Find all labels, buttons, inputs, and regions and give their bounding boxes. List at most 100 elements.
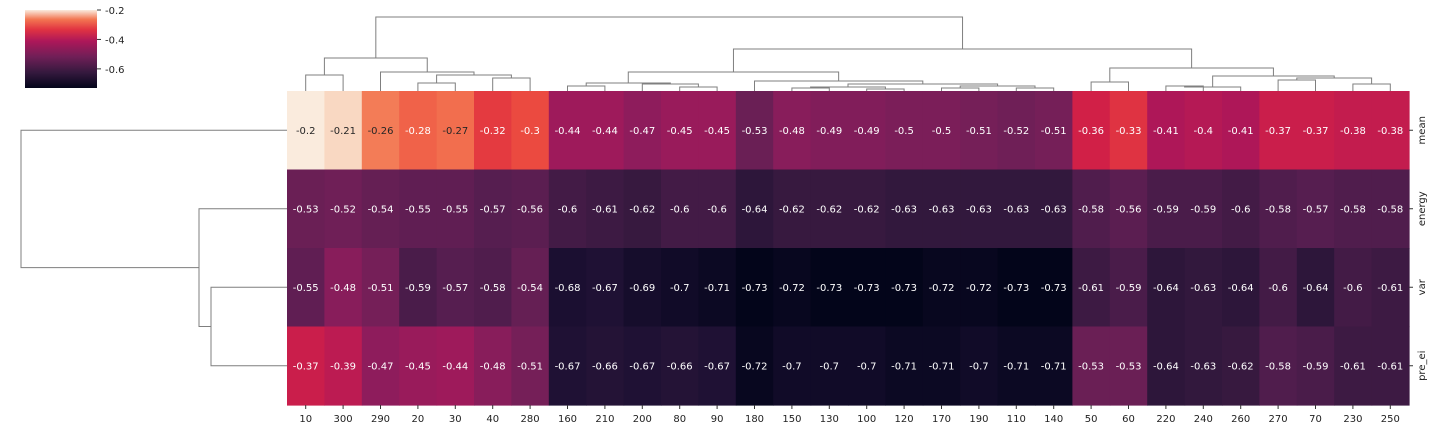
- heatmap-cell: [1072, 91, 1111, 171]
- cell-value-label: -0.53: [1078, 361, 1104, 372]
- heatmap-cell: [1296, 248, 1335, 328]
- heatmap-cell: [735, 169, 774, 249]
- cell-value-label: -0.45: [405, 361, 431, 372]
- heatmap-cell: [1035, 326, 1073, 406]
- cell-value-label: -0.59: [1303, 361, 1329, 372]
- heatmap-cell: [698, 91, 737, 171]
- heatmap-cell: [586, 326, 625, 406]
- cell-value-label: -0.36: [1078, 126, 1104, 137]
- cell-value-label: -0.58: [1078, 204, 1104, 215]
- cell-value-label: -0.48: [480, 361, 506, 372]
- cell-value-label: -0.7: [670, 283, 690, 294]
- heatmap-cell: [548, 248, 587, 328]
- heatmap-cell: [586, 91, 625, 171]
- cell-value-label: -0.2: [296, 126, 316, 137]
- cell-value-label: -0.72: [966, 283, 992, 294]
- column-tick-label: 90: [711, 414, 724, 425]
- dendrogram-link: [1015, 87, 1055, 91]
- column-tick-label: 280: [521, 414, 540, 425]
- heatmap-cell: [773, 91, 812, 171]
- heatmap-cell: [324, 326, 363, 406]
- heatmap-cell: [997, 91, 1036, 171]
- cell-value-label: -0.63: [1003, 204, 1029, 215]
- cell-value-label: -0.41: [1153, 126, 1179, 137]
- cell-value-label: -0.48: [330, 283, 356, 294]
- column-tick-label: 210: [595, 414, 614, 425]
- cell-value-label: -0.52: [330, 204, 356, 215]
- heatmap-cell: [810, 326, 849, 406]
- cell-value-label: -0.64: [742, 204, 768, 215]
- heatmap-cell: [922, 326, 961, 406]
- cell-value-label: -0.37: [1303, 126, 1329, 137]
- colorbar-gradient: [25, 10, 97, 88]
- dendrogram-link: [305, 74, 344, 91]
- heatmap-cell: [399, 326, 438, 406]
- cell-value-label: -0.3: [520, 126, 540, 137]
- heatmap-cell: [548, 326, 587, 406]
- cell-value-label: -0.58: [1340, 204, 1366, 215]
- column-tick-label: 50: [1085, 414, 1098, 425]
- heatmap-cell: [698, 169, 737, 249]
- heatmap-cell: [885, 248, 924, 328]
- heatmap-cell: [511, 248, 550, 328]
- cell-value-label: -0.59: [1190, 204, 1216, 215]
- cell-value-label: -0.59: [1153, 204, 1179, 215]
- heatmap-cell: [735, 91, 774, 171]
- cell-value-label: -0.73: [891, 283, 917, 294]
- heatmap-cell: [287, 91, 325, 171]
- heatmap-cell: [511, 169, 550, 249]
- heatmap-cell: [885, 91, 924, 171]
- column-tick-label: 130: [820, 414, 839, 425]
- cell-value-label: -0.5: [894, 126, 914, 137]
- cell-value-label: -0.71: [704, 283, 730, 294]
- heatmap-cell: [548, 169, 587, 249]
- cell-value-label: -0.53: [293, 204, 319, 215]
- column-tick-label: 240: [1194, 414, 1213, 425]
- heatmap-cell: [922, 91, 961, 171]
- heatmap-cell: [661, 248, 699, 328]
- heatmap-cell: [1147, 169, 1186, 249]
- heatmap-cell: [548, 91, 587, 171]
- cell-value-label: -0.49: [854, 126, 880, 137]
- cell-value-label: -0.4: [1194, 126, 1214, 137]
- cell-value-label: -0.7: [820, 361, 840, 372]
- cell-value-label: -0.63: [1190, 283, 1216, 294]
- heatmap-cell: [511, 326, 550, 406]
- column-tick-label: 200: [633, 414, 652, 425]
- heatmap-cell: [361, 91, 400, 171]
- row-dendrogram: [20, 129, 287, 367]
- heatmap-cell: [1184, 91, 1223, 171]
- cell-value-label: -0.44: [592, 126, 618, 137]
- dendrogram-link: [567, 85, 606, 91]
- column-tick-label: 150: [782, 414, 801, 425]
- cell-value-label: -0.62: [816, 204, 842, 215]
- heatmap-cell: [474, 169, 512, 249]
- dendrogram-link: [1090, 81, 1129, 91]
- cell-value-label: -0.51: [368, 283, 394, 294]
- column-tick-label: 300: [334, 414, 353, 425]
- heatmap-cell: [1184, 326, 1223, 406]
- dendrogram-link: [1296, 77, 1373, 84]
- cell-value-label: -0.73: [854, 283, 880, 294]
- heatmap-cell: [474, 248, 512, 328]
- colorbar-tick-label: -0.2: [105, 6, 125, 17]
- cell-value-label: -0.67: [629, 361, 655, 372]
- cell-value-label: -0.53: [742, 126, 768, 137]
- cell-value-label: -0.71: [891, 361, 917, 372]
- dendrogram-link: [436, 74, 512, 83]
- heatmap-cell: [511, 91, 550, 171]
- heatmap-cell: [436, 91, 475, 171]
- cell-value-label: -0.7: [782, 361, 802, 372]
- cell-value-label: -0.47: [368, 361, 394, 372]
- heatmap-cell: [586, 169, 625, 249]
- cell-value-label: -0.71: [1041, 361, 1067, 372]
- column-tick-labels: 10 300 290 20 30 40 280 160 210 200 80 90 180 150 130 1…: [299, 405, 1400, 425]
- heatmap-cell: [773, 326, 812, 406]
- cell-value-label: -0.59: [405, 283, 431, 294]
- heatmap-cell: [810, 248, 849, 328]
- cell-value-label: -0.58: [1265, 204, 1291, 215]
- dendrogram-link: [417, 82, 456, 91]
- column-tick-label: 10: [299, 414, 312, 425]
- column-tick-label: 60: [1122, 414, 1135, 425]
